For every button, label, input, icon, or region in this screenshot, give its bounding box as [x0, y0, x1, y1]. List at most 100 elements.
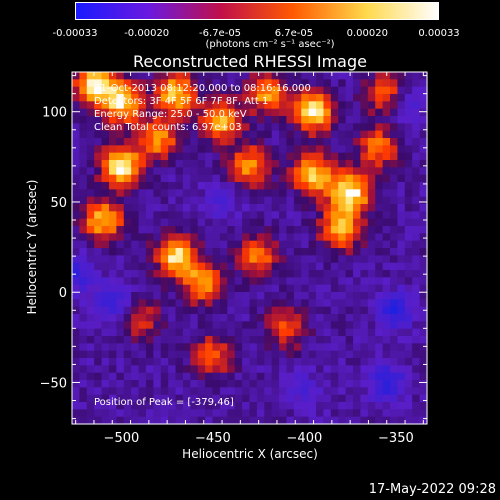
- heatmap-cell: [404, 152, 413, 161]
- heatmap-cell: [227, 270, 236, 278]
- heatmap-cell: [286, 79, 295, 88]
- heatmap-cell: [330, 211, 339, 220]
- heatmap-cell: [367, 321, 376, 330]
- heatmap-cell: [212, 226, 221, 234]
- heatmap-cell: [397, 72, 406, 80]
- heatmap-cell: [227, 248, 236, 256]
- heatmap-cell: [323, 167, 332, 176]
- heatmap-cell: [116, 72, 125, 80]
- heatmap-cell: [256, 145, 265, 154]
- heatmap-cell: [168, 72, 177, 80]
- heatmap-cell: [145, 182, 154, 190]
- heatmap-cell: [345, 358, 354, 366]
- heatmap-cell: [145, 343, 154, 352]
- y-tick-label: 100: [42, 106, 67, 121]
- heatmap-cell: [175, 123, 184, 132]
- heatmap-cell: [138, 160, 147, 168]
- heatmap-cell: [338, 101, 347, 110]
- heatmap-cell: [79, 343, 88, 352]
- heatmap-cell: [323, 145, 332, 154]
- heatmap-cell: [101, 204, 110, 212]
- heatmap-cell: [412, 299, 421, 308]
- heatmap-cell: [279, 138, 288, 146]
- heatmap-cell: [242, 130, 251, 139]
- heatmap-cell: [308, 314, 317, 322]
- heatmap-cell: [360, 343, 369, 352]
- heatmap-cell: [234, 204, 243, 212]
- heatmap-cell: [375, 94, 384, 102]
- heatmap-cell: [145, 138, 154, 146]
- heatmap-cell: [86, 108, 95, 117]
- heatmap-cell: [308, 292, 317, 300]
- heatmap-cell: [94, 314, 103, 322]
- heatmap-cell: [212, 72, 221, 80]
- heatmap-cell: [397, 380, 406, 388]
- heatmap-cell: [353, 204, 362, 212]
- heatmap-cell: [72, 123, 80, 132]
- heatmap-cell: [160, 277, 169, 286]
- heatmap-cell: [390, 116, 399, 124]
- heatmap-cell: [308, 277, 317, 286]
- heatmap-cell: [242, 387, 251, 396]
- heatmap-cell: [271, 204, 280, 212]
- heatmap-cell: [197, 306, 206, 315]
- heatmap-cell: [94, 123, 103, 132]
- heatmap-cell: [212, 350, 221, 359]
- heatmap-cell: [390, 248, 399, 256]
- heatmap-cell: [360, 240, 369, 249]
- heatmap-cell: [301, 262, 310, 271]
- heatmap-cell: [256, 416, 265, 425]
- heatmap-cell: [279, 299, 288, 308]
- heatmap-cell: [367, 277, 376, 286]
- heatmap-cell: [375, 336, 384, 344]
- heatmap-cell: [197, 277, 206, 286]
- heatmap-cell: [412, 416, 421, 425]
- heatmap-cell: [353, 160, 362, 168]
- heatmap-cell: [264, 196, 273, 205]
- heatmap-cell: [264, 409, 273, 418]
- heatmap-cell: [234, 116, 243, 124]
- heatmap-cell: [182, 387, 191, 396]
- heatmap-cell: [101, 101, 110, 110]
- heatmap-cell: [345, 79, 354, 88]
- heatmap-cell: [190, 196, 199, 205]
- heatmap-cell: [101, 394, 110, 403]
- heatmap-cell: [419, 167, 428, 176]
- heatmap-cell: [323, 409, 332, 418]
- heatmap-cell: [360, 365, 369, 374]
- heatmap-cell: [249, 328, 258, 337]
- heatmap-cell: [323, 196, 332, 205]
- heatmap-cell: [353, 226, 362, 234]
- heatmap-cell: [197, 314, 206, 322]
- heatmap-cell: [279, 101, 288, 110]
- heatmap-cell: [316, 350, 325, 359]
- heatmap-cell: [308, 167, 317, 176]
- heatmap-cell: [256, 299, 265, 308]
- heatmap-cell: [338, 336, 347, 344]
- heatmap-cell: [330, 86, 339, 95]
- heatmap-cell: [234, 358, 243, 366]
- heatmap-cell: [79, 416, 88, 425]
- heatmap-cell: [116, 387, 125, 396]
- heatmap-cell: [330, 306, 339, 315]
- heatmap-cell: [242, 123, 251, 132]
- heatmap-cell: [86, 138, 95, 146]
- heatmap-cell: [286, 160, 295, 168]
- heatmap-cell: [316, 365, 325, 374]
- heatmap-cell: [353, 314, 362, 322]
- heatmap-cell: [316, 101, 325, 110]
- heatmap-cell: [419, 387, 428, 396]
- heatmap-cell: [72, 189, 80, 198]
- heatmap-cell: [234, 138, 243, 146]
- heatmap-cell: [419, 314, 428, 322]
- heatmap-cell: [123, 123, 132, 132]
- heatmap-cell: [308, 94, 317, 102]
- heatmap-cell: [160, 233, 169, 242]
- info-energy-range: Energy Range: 25.0 - 50.0 keV: [94, 109, 247, 120]
- heatmap-cell: [197, 233, 206, 242]
- heatmap-cell: [72, 226, 80, 234]
- heatmap-cell: [316, 343, 325, 352]
- heatmap-cell: [397, 358, 406, 366]
- heatmap-cell: [404, 262, 413, 271]
- heatmap-cell: [264, 79, 273, 88]
